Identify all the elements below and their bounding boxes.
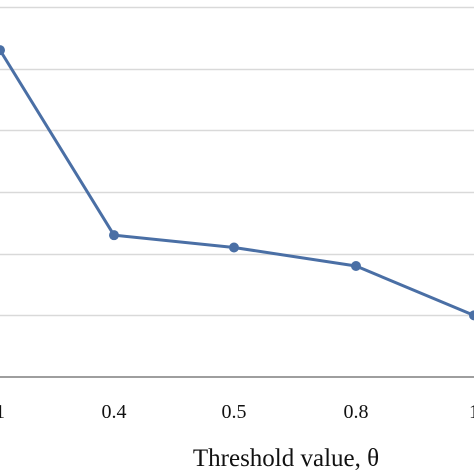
x-tick-label-3: 0.8 [344,401,369,423]
data-point-4 [469,310,474,321]
x-tick-labels: 1 0.4 0.5 0.8 1 [0,401,474,423]
x-tick-label-0: 1 [0,401,5,423]
data-point-2 [229,242,239,253]
data-series [0,45,474,321]
x-axis-title: Threshold value, θ [193,445,379,472]
data-point-3 [351,261,361,271]
series-line-0 [0,49,474,317]
x-tick-label-1: 0.4 [102,401,127,423]
x-tick-label-4: 1 [469,401,474,423]
data-point-0 [0,45,5,56]
data-point-1 [109,230,119,241]
x-tick-label-2: 0.5 [222,401,247,423]
gridlines [0,6,474,317]
